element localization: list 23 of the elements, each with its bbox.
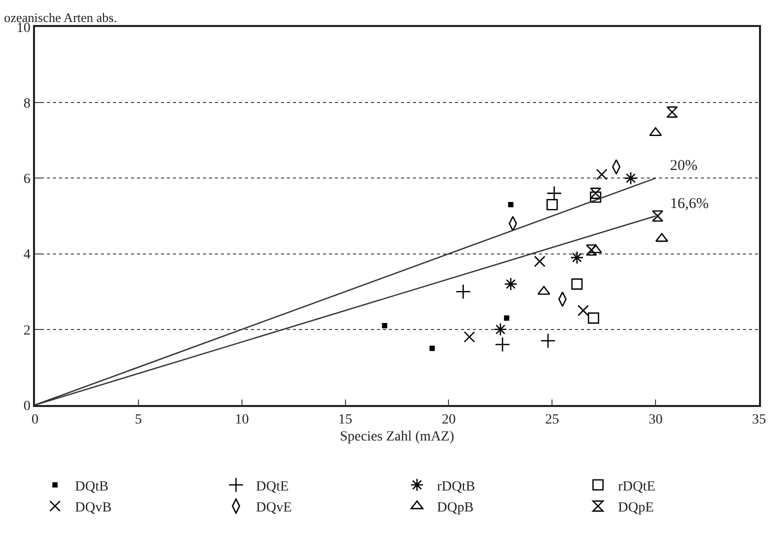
legend-label: rDQtE [618,479,656,494]
x-tick-label: 10 [234,412,249,428]
x-tick-label: 15 [338,412,352,428]
legend-label: DQtE [256,479,289,494]
legend-label: rDQtB [437,479,476,494]
legend-label: DQpE [618,500,654,516]
x-tick-label: 35 [752,412,766,428]
x-tick-label: 25 [545,412,560,428]
annotation: 16,6% [670,196,709,212]
x-tick-label: 30 [648,412,663,428]
y-tick-label: 6 [23,172,30,188]
y-tick-label: 2 [23,323,30,338]
x-tick-label: 20 [442,412,456,428]
legend-label: DQvE [256,500,292,516]
annotation: 20% [670,158,698,174]
legend-label: DQtB [75,479,108,494]
legend-label: DQpB [437,500,474,516]
y-tick-label: 4 [23,248,30,263]
legend-label: DQvB [75,500,112,516]
y-tick-label: 0 [23,398,30,414]
x-tick-label: 5 [134,412,142,428]
x-axis-title: Species Zahl (mAZ) [340,429,454,444]
y-tick-label: 8 [23,96,30,112]
